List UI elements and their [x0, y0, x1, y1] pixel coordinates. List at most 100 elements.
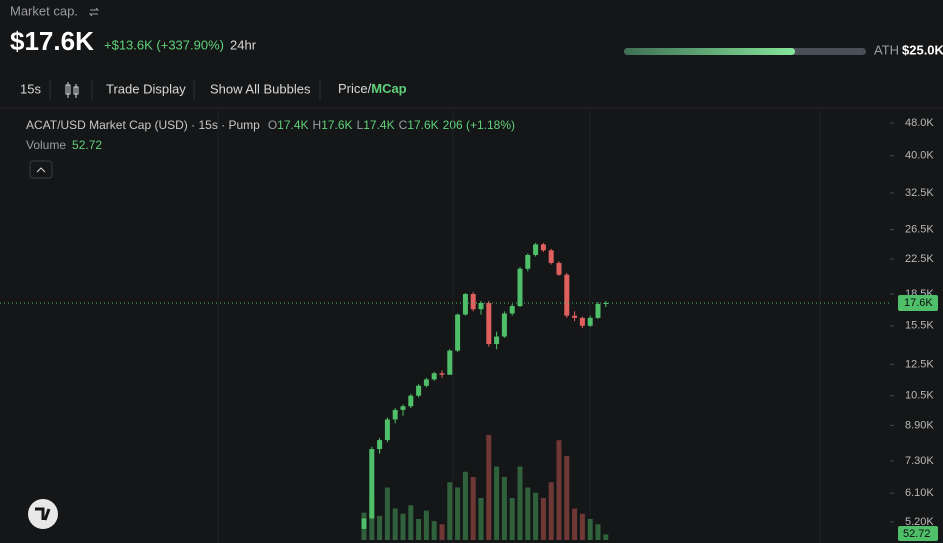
y-tick-label: 15.5K — [905, 320, 934, 332]
candle-body — [361, 518, 367, 529]
interval[interactable]: 15s — [20, 81, 41, 96]
candle-body — [392, 409, 398, 420]
c-value: 17.6K — [407, 118, 438, 132]
price-mcap[interactable]: Price/MCap — [338, 81, 407, 96]
candle-body — [455, 314, 461, 351]
candle-body — [478, 302, 484, 310]
candle-body — [556, 262, 562, 275]
volume-bar — [455, 487, 461, 540]
candle-body — [533, 244, 539, 255]
collapse-icon — [36, 167, 46, 173]
candle-body — [462, 294, 468, 315]
volume-bar — [494, 466, 500, 540]
legend-change: 206 (+1.18%) — [443, 118, 515, 132]
candle-body — [447, 350, 453, 375]
candle-body — [470, 294, 476, 310]
volume-bar — [377, 515, 383, 540]
volume-legend: Volume 52.72 — [26, 138, 102, 152]
ath-progress-fill — [624, 48, 795, 55]
candle-body — [579, 317, 585, 326]
volume-bar — [369, 498, 375, 540]
candle-body — [369, 449, 375, 519]
candle-body — [509, 306, 515, 314]
volume-label: Volume — [26, 138, 66, 152]
y-tick-label: 32.5K — [905, 187, 934, 199]
volume-bar — [509, 498, 515, 540]
volume-value: 52.72 — [72, 138, 102, 152]
candle-body — [423, 379, 429, 386]
volume-bar — [392, 508, 398, 540]
volume-bar — [431, 521, 437, 540]
candle-body — [384, 419, 390, 441]
volume-bar — [556, 440, 562, 540]
o-value: 17.4K — [277, 118, 308, 132]
volume-bar — [548, 482, 554, 540]
ath-label: ATH — [874, 42, 899, 57]
chart-title: ACAT/USD Market Cap (USD) · 15s · Pump — [26, 118, 260, 132]
l-value: 17.4K — [363, 118, 394, 132]
volume-bar — [462, 471, 468, 540]
market-cap-value: $17.6K — [10, 26, 94, 56]
h-label: H — [313, 118, 322, 132]
market-cap-label: Market cap. — [10, 3, 78, 18]
volume-bar — [572, 508, 578, 540]
candle-body — [439, 373, 445, 375]
candle-body — [525, 254, 531, 269]
h-value: 17.6K — [321, 118, 352, 132]
ath-value: $25.0K — [902, 42, 943, 57]
y-tick-label: 12.5K — [905, 358, 934, 370]
volume-bar — [533, 492, 539, 540]
volume-box — [898, 526, 938, 541]
candle-body — [501, 313, 507, 337]
volume-bar — [595, 524, 601, 540]
last-price-label: 17.6K — [904, 297, 933, 309]
volume-bar — [564, 456, 570, 540]
volume-bar — [603, 534, 609, 540]
candle-body — [548, 250, 554, 263]
tv-logo-mark — [35, 507, 51, 521]
candle-body — [587, 317, 593, 326]
candle-body — [595, 304, 601, 318]
candle-body — [377, 440, 383, 450]
volume-bar — [478, 498, 484, 540]
candle-body — [572, 315, 578, 318]
candle-body — [494, 336, 500, 345]
volume-bar — [525, 487, 531, 540]
y-tick-label: 8.90K — [905, 419, 934, 431]
mcap-toggle[interactable]: MCap — [371, 81, 406, 96]
last-price-box — [898, 294, 938, 311]
l-label: L — [357, 118, 364, 132]
candle-body — [431, 373, 437, 380]
y-tick-label: 10.5K — [905, 390, 934, 402]
price-toggle[interactable]: Price/ — [338, 81, 372, 96]
chart-legend: ACAT/USD Market Cap (USD) · 15s · Pump O1… — [26, 118, 515, 132]
show-bubbles[interactable]: Show All Bubbles — [210, 81, 311, 96]
swap-icon[interactable] — [88, 7, 100, 17]
candle-body — [400, 406, 406, 410]
trade-display[interactable]: Trade Display — [106, 81, 186, 96]
candle-body — [486, 302, 492, 345]
volume-bar — [540, 498, 546, 540]
collapse-button[interactable] — [29, 160, 53, 179]
volume-bar — [486, 435, 492, 540]
volume-bar — [416, 519, 422, 540]
y-tick-label: 40.0K — [905, 150, 934, 162]
volume-bar — [384, 487, 390, 540]
volume-bar — [439, 524, 445, 540]
candle-icon[interactable] — [65, 82, 79, 98]
candle-body — [408, 395, 414, 407]
volume-bar — [408, 505, 414, 540]
y-tick-label: 22.5K — [905, 253, 934, 265]
candle-body — [517, 268, 523, 307]
plot: 48.0K40.0K32.5K26.5K22.5K18.5K15.5K12.5K… — [0, 117, 938, 541]
candle-body — [564, 274, 570, 316]
period: 24hr — [230, 37, 257, 52]
volume-bar — [579, 513, 585, 540]
y-tick-label: 7.30K — [905, 455, 934, 467]
c-label: C — [399, 118, 408, 132]
y-tick-label: 48.0K — [905, 117, 934, 129]
volume-bar — [400, 513, 406, 540]
